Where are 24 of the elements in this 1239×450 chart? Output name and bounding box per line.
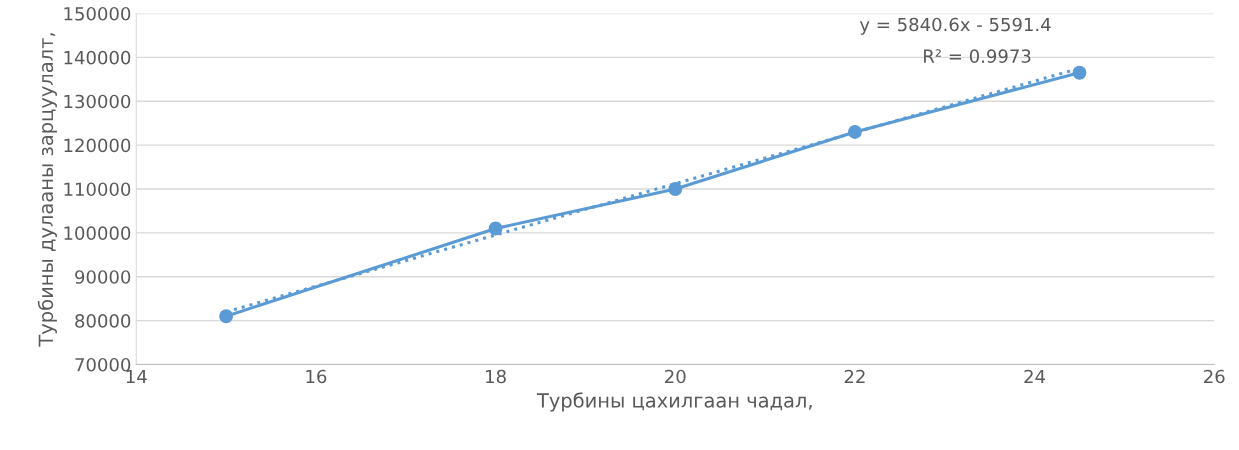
x-tick-label: 20: [665, 369, 686, 384]
point: [668, 182, 683, 196]
y-tick-label: 110000: [64, 182, 131, 197]
y-tick-label: 70000: [75, 357, 131, 372]
y-tick-label: 120000: [64, 138, 131, 153]
x-axis-title: Турбины цахилгаан чадал,: [536, 392, 812, 412]
annotation: R² = 0.9973: [924, 49, 1031, 63]
x-tick-label: 24: [1024, 369, 1046, 384]
annotation: y = 5840.6x - 5591.4: [859, 17, 1051, 35]
y-tick-label: 100000: [64, 226, 131, 240]
point: [488, 221, 503, 236]
point: [219, 309, 234, 324]
x-tick-label: 18: [486, 369, 506, 384]
x-tick-label: 26: [1204, 369, 1225, 384]
point: [1072, 65, 1087, 80]
y-tick-label: 150000: [64, 6, 131, 21]
x-tick-label: 16: [306, 369, 327, 384]
y-tick-label: 140000: [64, 50, 131, 65]
x-tick-label: 22: [844, 369, 865, 384]
y-tick-label: 130000: [64, 94, 131, 109]
x-tick-label: 14: [126, 369, 147, 384]
y-axis-title: Турбины дулааны зарцуулалт,: [37, 33, 57, 347]
y-tick-label: 90000: [75, 270, 131, 284]
y-tick-label: 80000: [75, 314, 131, 328]
